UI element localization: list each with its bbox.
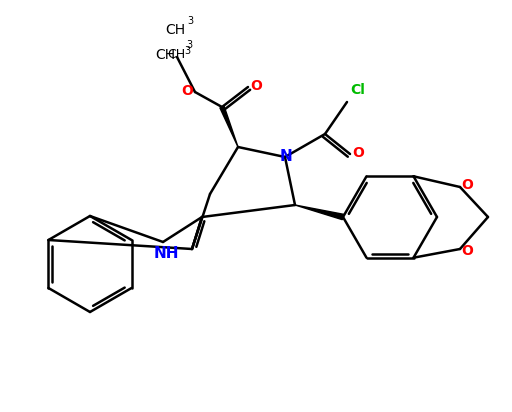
Polygon shape (220, 106, 238, 147)
Text: 3: 3 (184, 46, 190, 56)
Text: O: O (250, 79, 262, 93)
Text: 3: 3 (187, 16, 193, 26)
Text: NH: NH (153, 246, 179, 262)
Text: CH: CH (165, 23, 185, 37)
Polygon shape (295, 205, 344, 220)
Text: O: O (461, 244, 473, 258)
Text: CH: CH (167, 47, 185, 61)
Text: O: O (461, 178, 473, 192)
Text: O: O (181, 84, 193, 98)
Text: 3: 3 (186, 40, 192, 50)
Text: N: N (280, 148, 292, 164)
Text: Cl: Cl (350, 83, 365, 97)
Text: CH: CH (155, 48, 175, 62)
Text: O: O (352, 146, 364, 160)
